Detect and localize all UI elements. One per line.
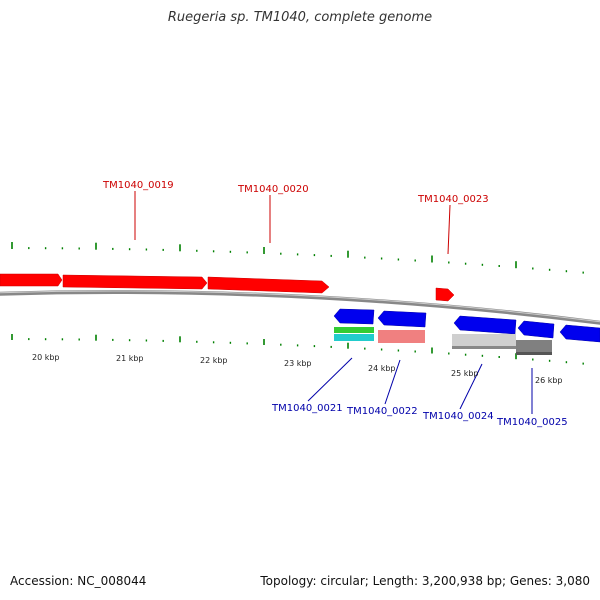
reverse-gene-arrow[interactable] bbox=[453, 315, 517, 335]
forward-gene-arrow[interactable] bbox=[0, 273, 63, 287]
scale-label: 23 kbp bbox=[284, 359, 312, 368]
reverse-label-line bbox=[307, 357, 353, 402]
genome-backbone-highlight bbox=[0, 290, 600, 323]
reverse-gene-arrow[interactable] bbox=[559, 324, 600, 343]
outer-tick-ring bbox=[11, 242, 584, 274]
forward-gene-arrow-tm1040-0023[interactable] bbox=[435, 287, 455, 302]
scale-label: 25 kbp bbox=[451, 369, 479, 378]
forward-label-line bbox=[447, 204, 451, 255]
inner-tick-ring bbox=[11, 334, 584, 365]
gene-label-tm1040-0019[interactable]: TM1040_0019 bbox=[102, 180, 174, 191]
scale-label: 26 kbp bbox=[535, 376, 563, 385]
reverse-label-line bbox=[459, 363, 483, 410]
scale-label: 21 kbp bbox=[116, 354, 144, 363]
feature-track-grey-light-edge bbox=[452, 346, 516, 349]
scale-label: 22 kbp bbox=[200, 356, 228, 365]
accession-text: Accession: NC_008044 bbox=[10, 574, 147, 588]
feature-track-grey-dark-edge bbox=[516, 352, 552, 355]
reverse-label-line bbox=[384, 359, 401, 405]
genome-summary-text: Topology: circular; Length: 3,200,938 bp… bbox=[260, 574, 590, 588]
gene-label-tm1040-0021[interactable]: TM1040_0021 bbox=[271, 403, 343, 414]
forward-gene-arrow-tm1040-0019[interactable] bbox=[62, 274, 208, 290]
gene-label-tm1040-0020[interactable]: TM1040_0020 bbox=[237, 184, 309, 195]
reverse-gene-arrow[interactable] bbox=[377, 310, 427, 328]
gene-label-tm1040-0025[interactable]: TM1040_0025 bbox=[496, 417, 568, 428]
feature-track-cyan bbox=[334, 334, 374, 341]
feature-track-grey-dark bbox=[516, 340, 552, 354]
gene-label-tm1040-0023[interactable]: TM1040_0023 bbox=[417, 194, 489, 205]
gene-label-tm1040-0022[interactable]: TM1040_0022 bbox=[346, 406, 418, 417]
scale-label: 20 kbp bbox=[32, 353, 60, 362]
forward-gene-arrow-tm1040-0020[interactable] bbox=[207, 276, 330, 294]
reverse-gene-arrow[interactable] bbox=[517, 320, 555, 339]
reverse-gene-arrow[interactable] bbox=[333, 308, 375, 325]
scale-label: 24 kbp bbox=[368, 364, 396, 373]
gene-label-tm1040-0024[interactable]: TM1040_0024 bbox=[422, 411, 494, 422]
feature-track-green bbox=[334, 327, 374, 333]
feature-track-salmon bbox=[378, 330, 425, 343]
genome-backbone bbox=[0, 290, 600, 325]
map-title: Ruegeria sp. TM1040, complete genome bbox=[167, 10, 433, 25]
feature-track-grey-light bbox=[452, 334, 516, 348]
